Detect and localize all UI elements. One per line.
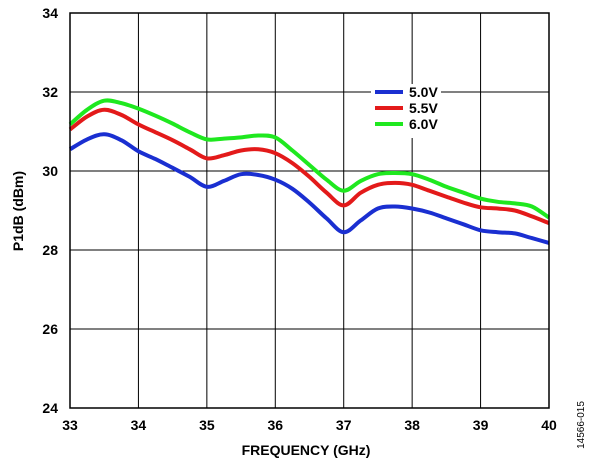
x-tick-label: 40 [541,417,557,433]
x-axis-title: FREQUENCY (GHz) [242,442,371,458]
series-line-5-0V [68,132,550,245]
x-tick-label: 36 [267,417,283,433]
x-tick-label: 38 [404,417,420,433]
x-tick-label: 37 [336,417,352,433]
grid [69,12,550,409]
legend-label: 5.5V [409,100,438,116]
series-line-6-0V [68,98,551,220]
x-tick-labels: 33 34 35 36 37 38 39 40 [62,417,557,433]
y-tick-label: 26 [42,321,58,337]
x-tick-label: 34 [131,417,147,433]
x-tick-label: 39 [473,417,489,433]
legend-label: 6.0V [409,116,438,132]
y-tick-label: 34 [42,5,58,21]
y-tick-label: 28 [42,242,58,258]
x-tick-label: 33 [62,417,78,433]
legend: 5.0V5.5V6.0V [371,84,441,138]
x-tick-label: 35 [199,417,215,433]
y-tick-label: 30 [42,163,58,179]
legend-label: 5.0V [409,84,438,100]
y-tick-labels: 24 26 28 30 32 34 [42,5,58,416]
plot-frame [69,12,550,409]
figure-id: 14566-015 [576,401,587,449]
series-lines [68,98,551,245]
y-tick-label: 24 [42,400,58,416]
y-tick-label: 32 [42,84,58,100]
y-axis-title: P1dB (dBm) [10,171,26,251]
series-line-5-5V [68,107,550,225]
